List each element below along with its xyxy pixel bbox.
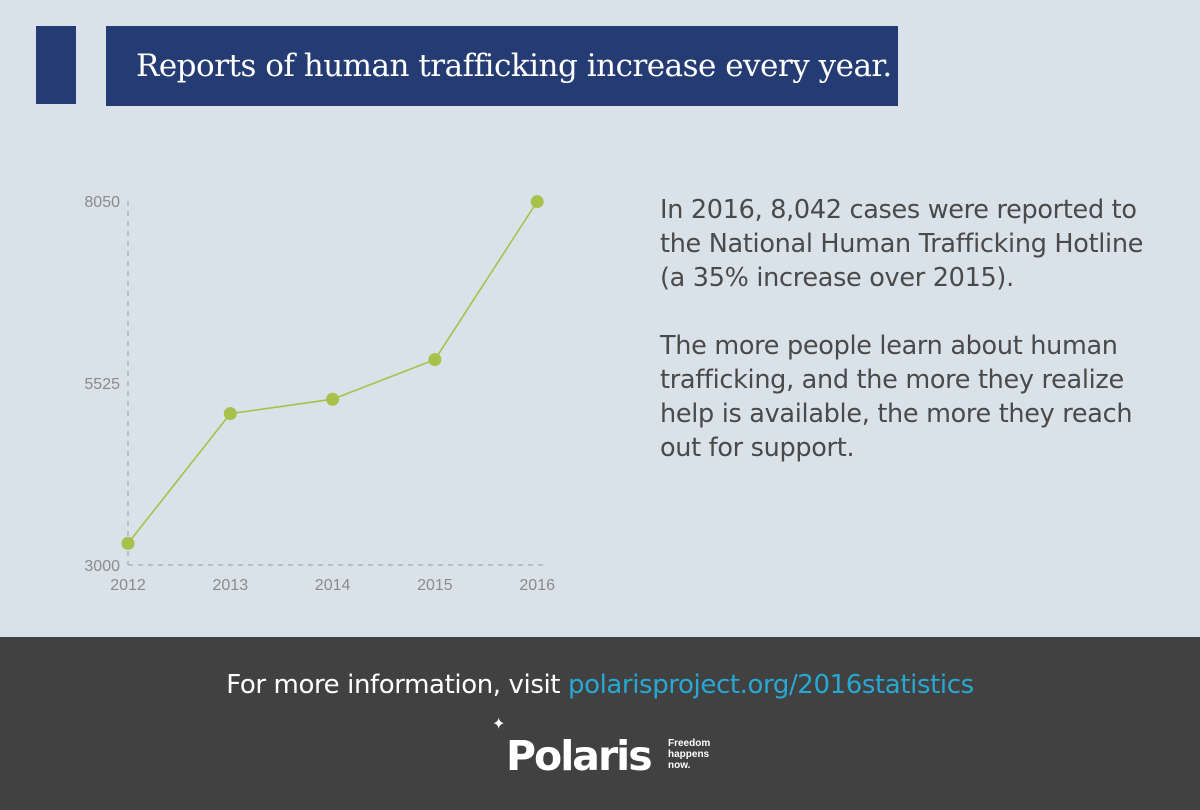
y-tick-label: 8050 <box>84 194 120 211</box>
line-chart: 8050 5525 3000 2012 2013 2014 2015 2016 <box>84 194 555 594</box>
x-tick-label: 2015 <box>417 577 453 594</box>
data-point <box>428 353 442 367</box>
x-tick-label: 2016 <box>519 577 555 594</box>
data-point <box>223 407 237 421</box>
page-title: Reports of human trafficking increase ev… <box>136 48 892 84</box>
x-tick-label: 2012 <box>110 577 146 594</box>
footer-prefix: For more information, visit <box>226 670 568 700</box>
data-point <box>326 392 340 406</box>
title-bar: Reports of human trafficking increase ev… <box>106 26 898 106</box>
polaris-logo: ✦ Polaris Freedom happens now. <box>492 717 732 787</box>
logo-tagline: Freedom happens now. <box>668 738 711 771</box>
description-copy: In 2016, 8,042 cases were reported to th… <box>660 193 1160 499</box>
data-point <box>121 536 135 550</box>
data-point <box>530 195 544 209</box>
x-tick-label: 2013 <box>213 577 249 594</box>
footer: For more information, visit polarisproje… <box>0 637 1200 810</box>
description-paragraph-1: In 2016, 8,042 cases were reported to th… <box>660 195 1144 293</box>
logo-wordmark: Polaris <box>506 732 653 780</box>
y-tick-label: 5525 <box>84 376 120 393</box>
footer-info-line: For more information, visit polarisproje… <box>0 670 1200 700</box>
description-paragraph-2: The more people learn about human traffi… <box>660 331 1133 463</box>
star-icon: ✦ <box>492 716 506 733</box>
series-line <box>127 201 538 544</box>
footer-link[interactable]: polarisproject.org/2016statistics <box>567 670 974 700</box>
y-tick-label: 3000 <box>84 558 120 575</box>
x-tick-label: 2014 <box>315 577 351 594</box>
title-accent-block <box>36 26 76 104</box>
